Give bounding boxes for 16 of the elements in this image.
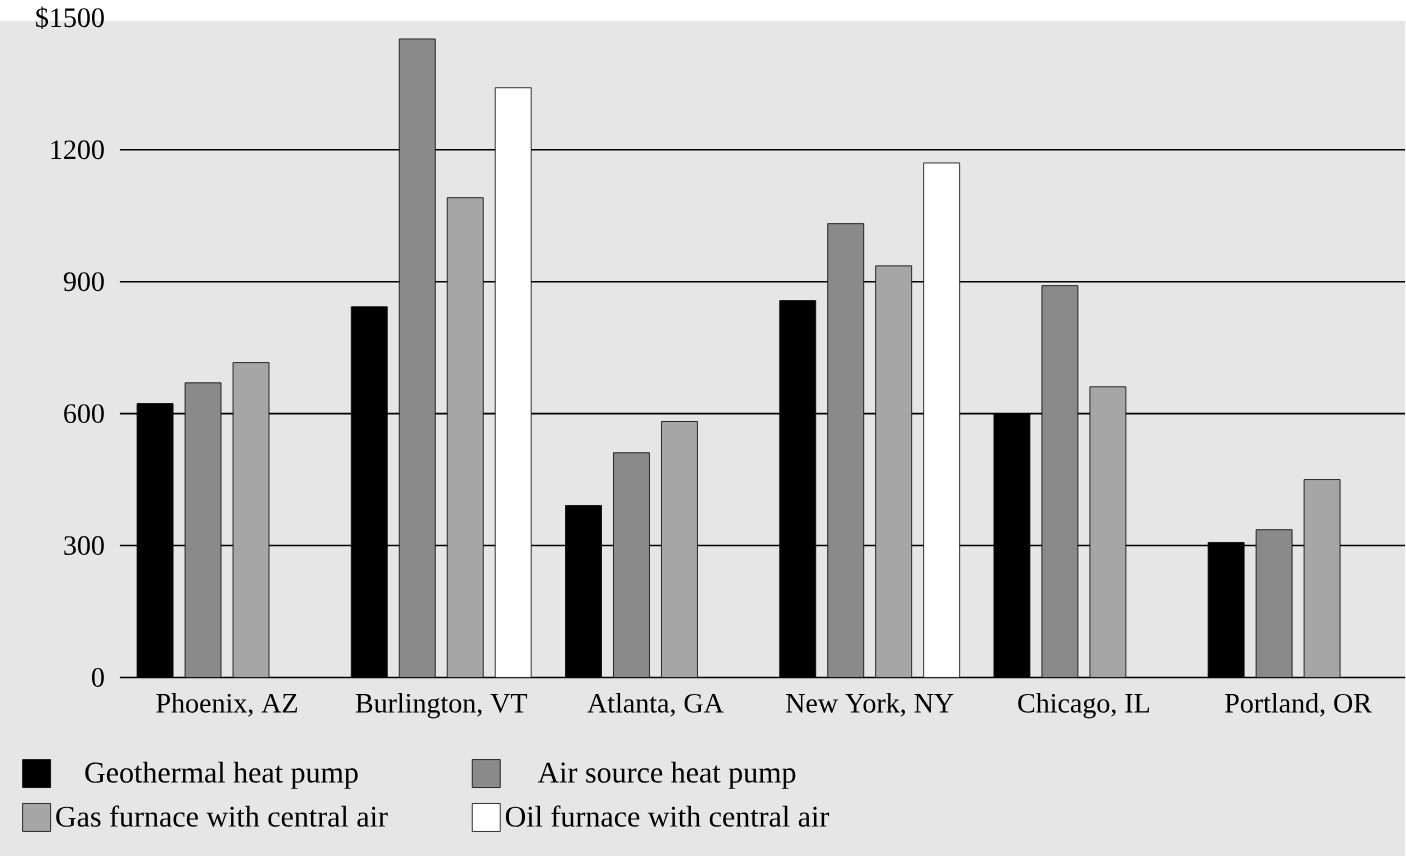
x-tick-label: Phoenix, AZ <box>156 692 297 717</box>
y-tick-label: 0 <box>91 667 104 687</box>
legend-label: Geothermal heat pump <box>85 761 358 789</box>
y-tick-label: $1500 <box>36 6 104 29</box>
x-tick-label: Portland, OR <box>1225 692 1372 717</box>
legend-label: Oil furnace with central air <box>505 805 830 827</box>
y-tick-label: 600 <box>64 403 104 423</box>
y-tick-label: 1200 <box>51 140 104 160</box>
y-tick-label: 300 <box>64 535 104 555</box>
x-tick-label: Atlanta, GA <box>587 692 724 717</box>
x-tick-label: Burlington, VT <box>355 692 528 719</box>
legend-label: Air source heat pump <box>537 761 796 789</box>
y-tick-label: 900 <box>63 272 104 291</box>
x-tick-label: Chicago, IL <box>1018 692 1150 719</box>
x-tick-label: New York, NY <box>786 692 954 717</box>
legend-label: Gas furnace with central air <box>56 805 388 827</box>
